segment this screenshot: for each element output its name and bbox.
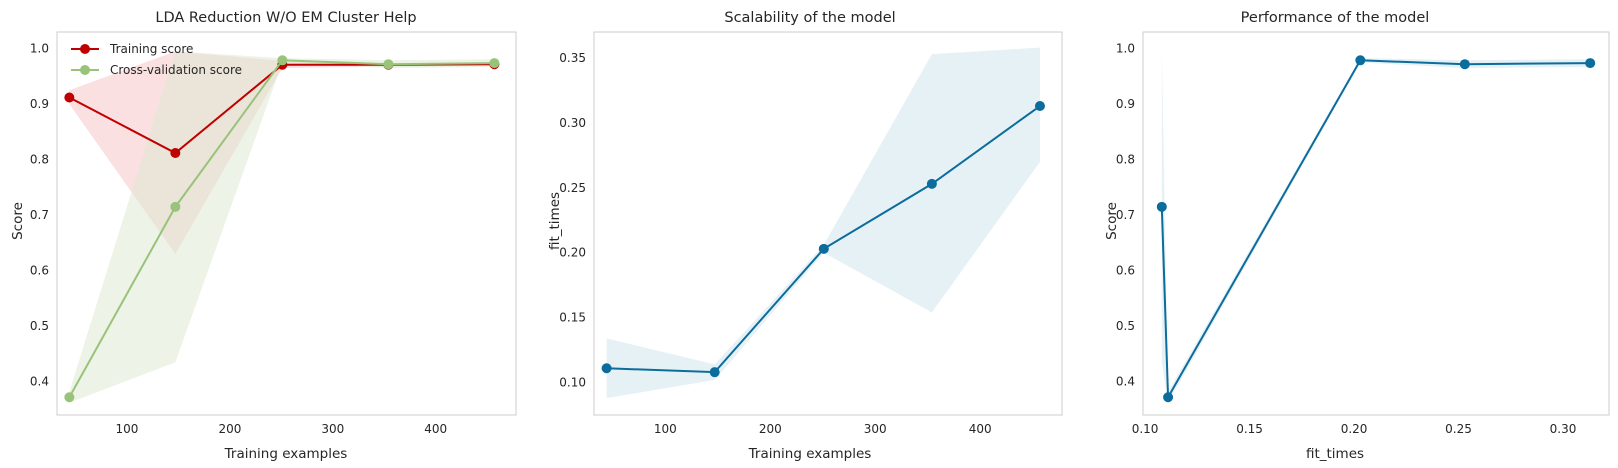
legend-marker-training: [80, 44, 90, 54]
plot-area: 0.4 0.5 0.6 0.7 0.8 0.9 1.0 0.10 0.15 0.20 0.25 0.3…: [1116, 31, 1610, 436]
training-score-panel: LDA Reduction W/O EM Cluster Help Traini…: [10, 10, 517, 462]
data-point: [1156, 201, 1167, 212]
data-point: [64, 392, 75, 403]
plot-area: 0.4 0.5 0.6 0.7 0.8 0.9 1.0 100 200 300 400: [30, 31, 517, 436]
data-point: [1163, 392, 1174, 403]
legend-marker-cv: [80, 65, 90, 75]
x-tick-label: 300: [864, 422, 887, 436]
x-tick-label: 0.10: [1132, 422, 1159, 436]
y-tick-label: 0.7: [30, 208, 49, 222]
data-point: [601, 363, 612, 374]
x-tick-label: 400: [969, 422, 992, 436]
y-tick-label: 0.4: [30, 375, 49, 389]
data-point: [1459, 59, 1470, 70]
data-point: [709, 367, 720, 378]
legend: Training score Cross-validation score: [71, 42, 242, 77]
y-tick-label: 1.0: [1116, 42, 1135, 56]
chart-title: Performance of the model: [1241, 10, 1430, 26]
y-tick-label: 0.4: [1116, 375, 1135, 389]
scalability-panel: Scalability of the model Training exampl…: [547, 10, 1063, 462]
y-tick-label: 0.25: [559, 181, 586, 195]
y-tick-label: 0.5: [1116, 319, 1135, 333]
chart-title: Scalability of the model: [724, 10, 895, 26]
x-tick-label: 0.15: [1236, 422, 1263, 436]
plot-area: 0.10 0.15 0.20 0.25 0.30 0.35 100 200 300 400: [559, 31, 1063, 436]
x-tick-label: 100: [654, 422, 677, 436]
y-tick-label: 0.8: [30, 153, 49, 167]
x-axis-label: Training examples: [748, 446, 872, 462]
y-tick-label: 0.6: [1116, 264, 1135, 278]
x-axis-label: Training examples: [224, 446, 348, 462]
y-tick-label: 0.6: [30, 264, 49, 278]
y-axis-label: Score: [10, 202, 26, 240]
data-point: [64, 92, 75, 103]
y-axis-label: Score: [1104, 202, 1120, 240]
chart-title: LDA Reduction W/O EM Cluster Help: [155, 10, 416, 26]
data-point: [489, 58, 500, 69]
legend-entry-cv: Cross-validation score: [110, 63, 242, 77]
data-point: [1355, 55, 1366, 66]
legend-entry-training: Training score: [109, 42, 193, 56]
y-tick-label: 0.20: [559, 246, 586, 260]
x-axis-label: fit_times: [1306, 446, 1364, 462]
x-tick-label: 200: [218, 422, 241, 436]
performance-panel: Performance of the model fit_times Score…: [1104, 10, 1610, 462]
y-tick-label: 0.5: [30, 319, 49, 333]
x-tick-label: 0.30: [1550, 422, 1577, 436]
data-point: [383, 59, 394, 70]
y-tick-label: 0.7: [1116, 208, 1135, 222]
data-point: [277, 55, 288, 66]
y-tick-label: 0.15: [559, 311, 586, 325]
x-tick-label: 0.20: [1341, 422, 1368, 436]
plot-frame: [1142, 31, 1610, 416]
y-tick-label: 0.10: [559, 376, 586, 390]
y-axis-label: fit_times: [547, 192, 563, 250]
y-tick-label: 0.35: [559, 51, 586, 65]
y-tick-label: 1.0: [30, 42, 49, 56]
y-tick-label: 0.8: [1116, 153, 1135, 167]
data-point: [1034, 101, 1045, 112]
confidence-band-series-1: [69, 51, 495, 403]
data-point: [818, 243, 829, 254]
x-tick-label: 200: [759, 422, 782, 436]
confidence-band-series-0: [606, 47, 1040, 399]
data-point: [926, 178, 937, 189]
data-point: [170, 148, 181, 159]
data-point: [1585, 58, 1596, 69]
y-tick-label: 0.30: [559, 116, 586, 130]
data-point: [170, 201, 181, 212]
x-tick-label: 100: [116, 422, 139, 436]
x-tick-label: 400: [424, 422, 447, 436]
y-tick-label: 0.9: [30, 97, 49, 111]
x-tick-label: 300: [321, 422, 344, 436]
y-tick-label: 0.9: [1116, 97, 1135, 111]
x-tick-label: 0.25: [1445, 422, 1472, 436]
